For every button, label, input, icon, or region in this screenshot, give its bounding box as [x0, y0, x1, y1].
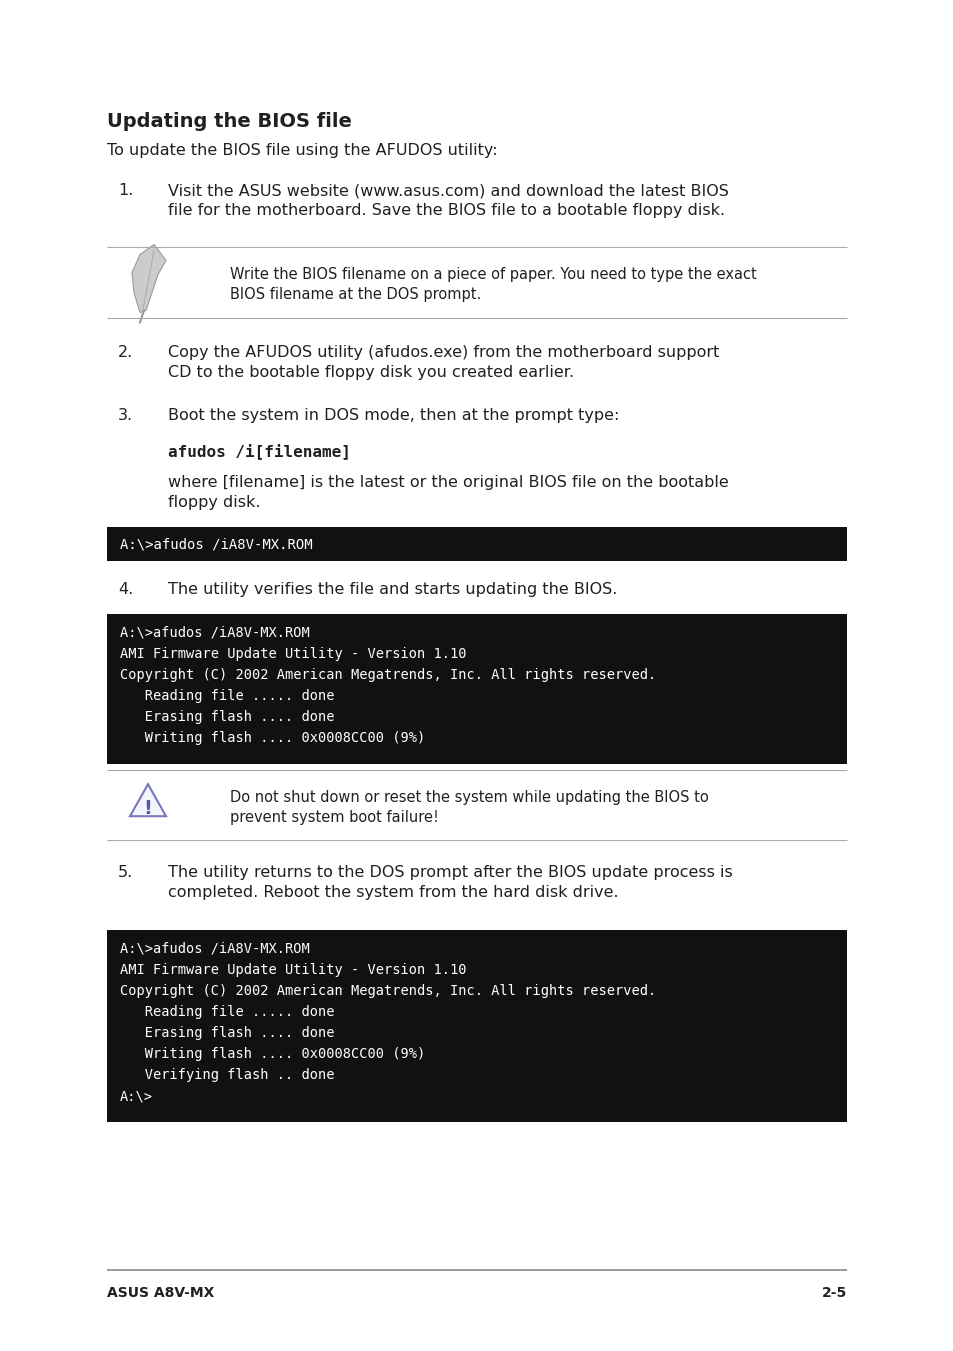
Text: To update the BIOS file using the AFUDOS utility:: To update the BIOS file using the AFUDOS…: [107, 143, 497, 158]
Text: Copyright (C) 2002 American Megatrends, Inc. All rights reserved.: Copyright (C) 2002 American Megatrends, …: [120, 984, 656, 998]
Text: Updating the BIOS file: Updating the BIOS file: [107, 112, 352, 131]
Polygon shape: [130, 784, 166, 816]
Text: Visit the ASUS website (www.asus.com) and download the latest BIOS
file for the : Visit the ASUS website (www.asus.com) an…: [168, 182, 728, 218]
Text: Erasing flash .... done: Erasing flash .... done: [120, 1025, 335, 1040]
Text: Reading file ..... done: Reading file ..... done: [120, 1005, 335, 1019]
Text: Do not shut down or reset the system while updating the BIOS to
prevent system b: Do not shut down or reset the system whi…: [230, 790, 708, 825]
Text: A:\>afudos /iA8V-MX.ROM: A:\>afudos /iA8V-MX.ROM: [120, 626, 310, 640]
Bar: [107, 929, 846, 1121]
Text: A:\>afudos /iA8V-MX.ROM: A:\>afudos /iA8V-MX.ROM: [120, 536, 313, 551]
Text: 1.: 1.: [118, 182, 133, 199]
Text: The utility returns to the DOS prompt after the BIOS update process is
completed: The utility returns to the DOS prompt af…: [168, 865, 732, 900]
Text: 2.: 2.: [118, 345, 133, 359]
Text: Copy the AFUDOS utility (afudos.exe) from the motherboard support
CD to the boot: Copy the AFUDOS utility (afudos.exe) fro…: [168, 345, 719, 380]
Polygon shape: [132, 245, 166, 312]
Text: Writing flash .... 0x0008CC00 (9%): Writing flash .... 0x0008CC00 (9%): [120, 731, 425, 744]
Text: where [filename] is the latest or the original BIOS file on the bootable
floppy : where [filename] is the latest or the or…: [168, 476, 728, 509]
Text: A:\>: A:\>: [120, 1089, 152, 1102]
Text: ASUS A8V-MX: ASUS A8V-MX: [107, 1286, 214, 1300]
Text: 4.: 4.: [118, 582, 133, 597]
Text: The utility verifies the file and starts updating the BIOS.: The utility verifies the file and starts…: [168, 582, 617, 597]
Text: Writing flash .... 0x0008CC00 (9%): Writing flash .... 0x0008CC00 (9%): [120, 1047, 425, 1061]
Text: afudos /i[filename]: afudos /i[filename]: [168, 443, 351, 459]
Text: Write the BIOS filename on a piece of paper. You need to type the exact
BIOS fil: Write the BIOS filename on a piece of pa…: [230, 267, 756, 301]
Text: Erasing flash .... done: Erasing flash .... done: [120, 711, 335, 724]
Text: 3.: 3.: [118, 408, 133, 423]
Text: Verifying flash .. done: Verifying flash .. done: [120, 1069, 335, 1082]
Bar: [107, 613, 846, 765]
Text: !: !: [143, 800, 152, 819]
Bar: [107, 527, 846, 561]
Text: AMI Firmware Update Utility - Version 1.10: AMI Firmware Update Utility - Version 1.…: [120, 647, 466, 661]
Text: Copyright (C) 2002 American Megatrends, Inc. All rights reserved.: Copyright (C) 2002 American Megatrends, …: [120, 667, 656, 682]
Text: AMI Firmware Update Utility - Version 1.10: AMI Firmware Update Utility - Version 1.…: [120, 963, 466, 977]
Text: A:\>afudos /iA8V-MX.ROM: A:\>afudos /iA8V-MX.ROM: [120, 942, 310, 957]
Text: Reading file ..... done: Reading file ..... done: [120, 689, 335, 703]
Text: Boot the system in DOS mode, then at the prompt type:: Boot the system in DOS mode, then at the…: [168, 408, 618, 423]
Text: 2-5: 2-5: [821, 1286, 846, 1300]
Text: 5.: 5.: [118, 865, 133, 880]
